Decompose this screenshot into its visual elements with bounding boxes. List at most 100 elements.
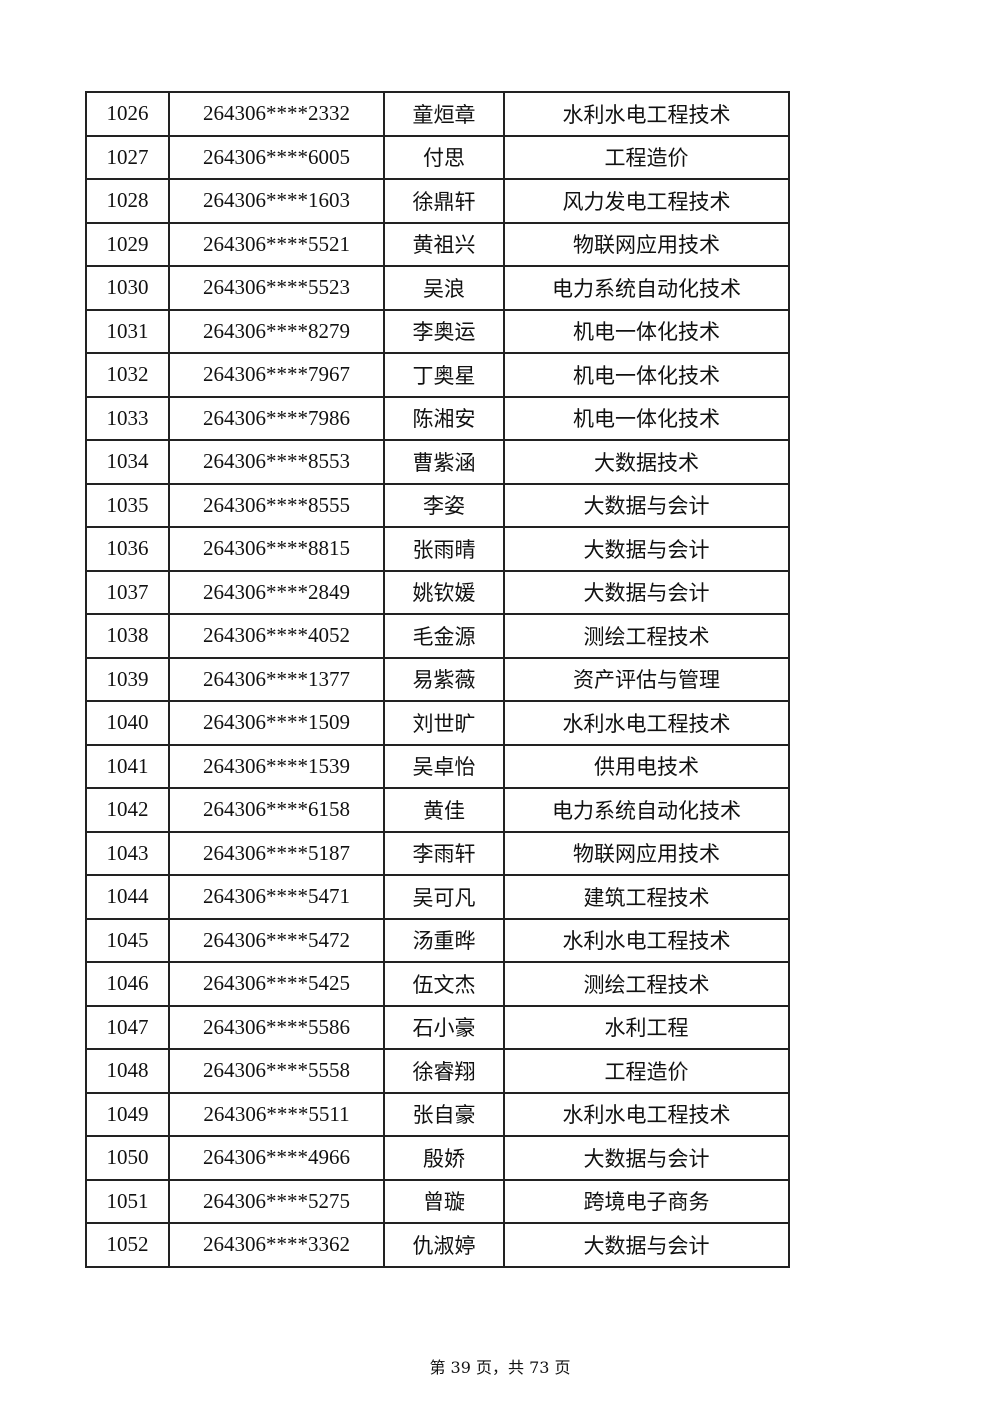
id-number-cell: 264306****5558 — [168, 1048, 385, 1094]
student-name-cell: 付思 — [383, 134, 505, 180]
row-number-cell: 1029 — [85, 221, 170, 267]
major-cell: 水利水电工程技术 — [503, 700, 790, 746]
student-name-cell: 毛金源 — [383, 613, 505, 659]
id-number-cell: 264306****8555 — [168, 482, 385, 528]
id-number-cell: 264306****5187 — [168, 830, 385, 876]
id-number-cell: 264306****5521 — [168, 221, 385, 267]
row-number-cell: 1027 — [85, 134, 170, 180]
row-number-cell: 1040 — [85, 700, 170, 746]
row-number-cell: 1028 — [85, 178, 170, 224]
row-number-cell: 1046 — [85, 961, 170, 1007]
id-number-cell: 264306****5425 — [168, 961, 385, 1007]
id-number-cell: 264306****5586 — [168, 1004, 385, 1050]
table-row: 1047 264306****5586 石小豪 水利工程 — [85, 1004, 790, 1050]
major-cell: 工程造价 — [503, 1048, 790, 1094]
table-row: 1033 264306****7986 陈湘安 机电一体化技术 — [85, 395, 790, 441]
row-number-cell: 1033 — [85, 395, 170, 441]
student-name-cell: 曾璇 — [383, 1178, 505, 1224]
table-row: 1037 264306****2849 姚钦媛 大数据与会计 — [85, 569, 790, 615]
id-number-cell: 264306****5275 — [168, 1178, 385, 1224]
row-number-cell: 1048 — [85, 1048, 170, 1094]
id-number-cell: 264306****8815 — [168, 526, 385, 572]
table-row: 1034 264306****8553 曹紫涵 大数据技术 — [85, 439, 790, 485]
table-row: 1030 264306****5523 吴浪 电力系统自动化技术 — [85, 265, 790, 311]
student-name-cell: 张雨晴 — [383, 526, 505, 572]
student-name-cell: 徐睿翔 — [383, 1048, 505, 1094]
student-name-cell: 吴可凡 — [383, 874, 505, 920]
row-number-cell: 1043 — [85, 830, 170, 876]
student-name-cell: 姚钦媛 — [383, 569, 505, 615]
student-name-cell: 黄祖兴 — [383, 221, 505, 267]
id-number-cell: 264306****5511 — [168, 1091, 385, 1137]
row-number-cell: 1038 — [85, 613, 170, 659]
id-number-cell: 264306****2849 — [168, 569, 385, 615]
table-row: 1031 264306****8279 李奥运 机电一体化技术 — [85, 308, 790, 354]
student-list-table: 1026 264306****2332 童烜章 水利水电工程技术 1027 264306*… — [85, 91, 790, 1268]
table-row: 1032 264306****7967 丁奥星 机电一体化技术 — [85, 352, 790, 398]
table-row: 1035 264306****8555 李姿 大数据与会计 — [85, 482, 790, 528]
row-number-cell: 1032 — [85, 352, 170, 398]
student-name-cell: 刘世旷 — [383, 700, 505, 746]
table-row: 1045 264306****5472 汤重晔 水利水电工程技术 — [85, 917, 790, 963]
page-footer: 第 39 页，共 73 页 — [429, 1358, 571, 1377]
id-number-cell: 264306****5471 — [168, 874, 385, 920]
row-number-cell: 1047 — [85, 1004, 170, 1050]
student-name-cell: 易紫薇 — [383, 656, 505, 702]
row-number-cell: 1036 — [85, 526, 170, 572]
table-row: 1050 264306****4966 殷娇 大数据与会计 — [85, 1135, 790, 1181]
table-row: 1052 264306****3362 仇淑婷 大数据与会计 — [85, 1222, 790, 1268]
student-name-cell: 丁奥星 — [383, 352, 505, 398]
row-number-cell: 1041 — [85, 743, 170, 789]
student-name-cell: 徐鼎轩 — [383, 178, 505, 224]
row-number-cell: 1037 — [85, 569, 170, 615]
major-cell: 风力发电工程技术 — [503, 178, 790, 224]
major-cell: 建筑工程技术 — [503, 874, 790, 920]
major-cell: 供用电技术 — [503, 743, 790, 789]
student-name-cell: 汤重晔 — [383, 917, 505, 963]
id-number-cell: 264306****5472 — [168, 917, 385, 963]
id-number-cell: 264306****8553 — [168, 439, 385, 485]
table-row: 1049 264306****5511 张自豪 水利水电工程技术 — [85, 1091, 790, 1137]
major-cell: 水利水电工程技术 — [503, 917, 790, 963]
student-name-cell: 李雨轩 — [383, 830, 505, 876]
student-name-cell: 吴浪 — [383, 265, 505, 311]
id-number-cell: 264306****1603 — [168, 178, 385, 224]
major-cell: 大数据与会计 — [503, 569, 790, 615]
id-number-cell: 264306****4052 — [168, 613, 385, 659]
student-name-cell: 曹紫涵 — [383, 439, 505, 485]
major-cell: 测绘工程技术 — [503, 613, 790, 659]
major-cell: 机电一体化技术 — [503, 308, 790, 354]
id-number-cell: 264306****1377 — [168, 656, 385, 702]
major-cell: 大数据技术 — [503, 439, 790, 485]
id-number-cell: 264306****6005 — [168, 134, 385, 180]
id-number-cell: 264306****1509 — [168, 700, 385, 746]
table-row: 1038 264306****4052 毛金源 测绘工程技术 — [85, 613, 790, 659]
id-number-cell: 264306****2332 — [168, 91, 385, 137]
row-number-cell: 1051 — [85, 1178, 170, 1224]
row-number-cell: 1034 — [85, 439, 170, 485]
major-cell: 测绘工程技术 — [503, 961, 790, 1007]
major-cell: 电力系统自动化技术 — [503, 265, 790, 311]
major-cell: 物联网应用技术 — [503, 221, 790, 267]
major-cell: 机电一体化技术 — [503, 395, 790, 441]
major-cell: 水利工程 — [503, 1004, 790, 1050]
table-row: 1044 264306****5471 吴可凡 建筑工程技术 — [85, 874, 790, 920]
major-cell: 大数据与会计 — [503, 526, 790, 572]
student-name-cell: 石小豪 — [383, 1004, 505, 1050]
student-name-cell: 陈湘安 — [383, 395, 505, 441]
major-cell: 资产评估与管理 — [503, 656, 790, 702]
table-row: 1051 264306****5275 曾璇 跨境电子商务 — [85, 1178, 790, 1224]
major-cell: 机电一体化技术 — [503, 352, 790, 398]
row-number-cell: 1035 — [85, 482, 170, 528]
id-number-cell: 264306****6158 — [168, 787, 385, 833]
table-row: 1027 264306****6005 付思 工程造价 — [85, 134, 790, 180]
student-name-cell: 仇淑婷 — [383, 1222, 505, 1268]
table-row: 1048 264306****5558 徐睿翔 工程造价 — [85, 1048, 790, 1094]
id-number-cell: 264306****8279 — [168, 308, 385, 354]
row-number-cell: 1044 — [85, 874, 170, 920]
major-cell: 大数据与会计 — [503, 1222, 790, 1268]
student-name-cell: 吴卓怡 — [383, 743, 505, 789]
student-name-cell: 殷娇 — [383, 1135, 505, 1181]
row-number-cell: 1052 — [85, 1222, 170, 1268]
id-number-cell: 264306****7986 — [168, 395, 385, 441]
